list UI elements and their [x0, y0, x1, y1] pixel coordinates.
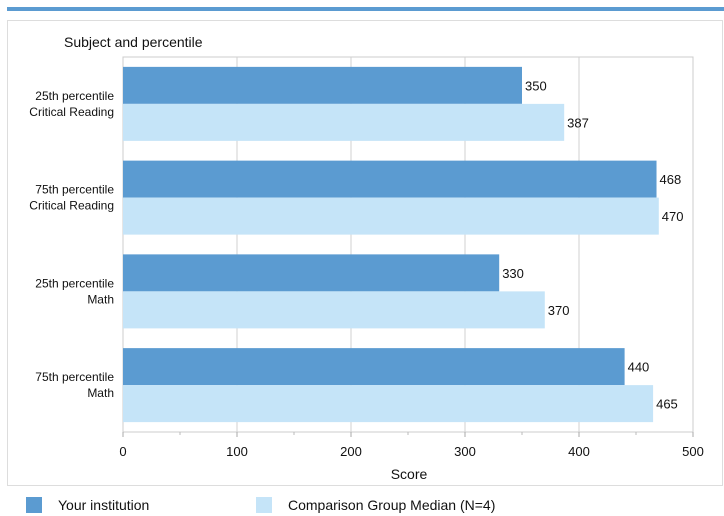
data-label: 470 [662, 209, 684, 224]
category-label: 75th percentile [35, 183, 114, 197]
data-label: 387 [567, 115, 589, 130]
category-label: 75th percentile [35, 370, 114, 384]
x-tick-label: 200 [340, 444, 362, 459]
data-label: 465 [656, 397, 678, 412]
bar-chart: 0 100 200 300 400 500 350 387 25th percentile Cri… [29, 34, 704, 482]
bar [123, 197, 659, 235]
category-label: Critical Reading [29, 199, 114, 213]
data-label: 440 [628, 360, 650, 375]
data-label: 370 [548, 303, 570, 318]
legend: Your institution Comparison Group Median… [0, 490, 724, 516]
header-stripe [7, 7, 724, 11]
x-tick-label: 100 [226, 444, 248, 459]
category-label: Math [87, 386, 114, 400]
x-tick-label: 300 [454, 444, 476, 459]
legend-swatch-comparison-median [256, 497, 272, 513]
x-tick-label: 0 [119, 444, 126, 459]
bar [123, 385, 654, 423]
x-tick-label: 500 [682, 444, 704, 459]
bar [123, 254, 500, 292]
x-tick-label: 400 [568, 444, 590, 459]
bar [123, 160, 657, 198]
category-axis-title: Subject and percentile [64, 34, 203, 50]
data-label: 330 [502, 266, 524, 281]
bar [123, 291, 545, 329]
bar [123, 348, 625, 386]
legend-swatch-your-institution [26, 497, 42, 513]
category-label: Math [87, 292, 114, 306]
category-label: 25th percentile [35, 89, 114, 103]
data-label: 350 [525, 78, 547, 93]
x-axis-title: Score [391, 466, 428, 482]
legend-label-your-institution: Your institution [58, 497, 150, 513]
category-label: 25th percentile [35, 276, 114, 290]
bars [123, 66, 659, 423]
legend-label-comparison-median: Comparison Group Median (N=4) [288, 497, 496, 513]
data-label: 468 [660, 172, 682, 187]
bar [123, 66, 522, 104]
labels: 0 100 200 300 400 500 350 387 25th percentile Cri… [29, 78, 704, 459]
bar [123, 103, 565, 141]
category-label: Critical Reading [29, 105, 114, 119]
